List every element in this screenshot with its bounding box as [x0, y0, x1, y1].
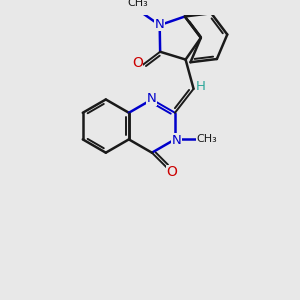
Text: N: N [155, 18, 165, 31]
Text: N: N [147, 92, 157, 105]
Text: N: N [172, 134, 182, 147]
Text: CH₃: CH₃ [197, 134, 218, 144]
Text: O: O [166, 166, 177, 179]
Text: CH₃: CH₃ [127, 0, 148, 8]
Text: H: H [196, 80, 206, 93]
Text: O: O [132, 56, 143, 70]
